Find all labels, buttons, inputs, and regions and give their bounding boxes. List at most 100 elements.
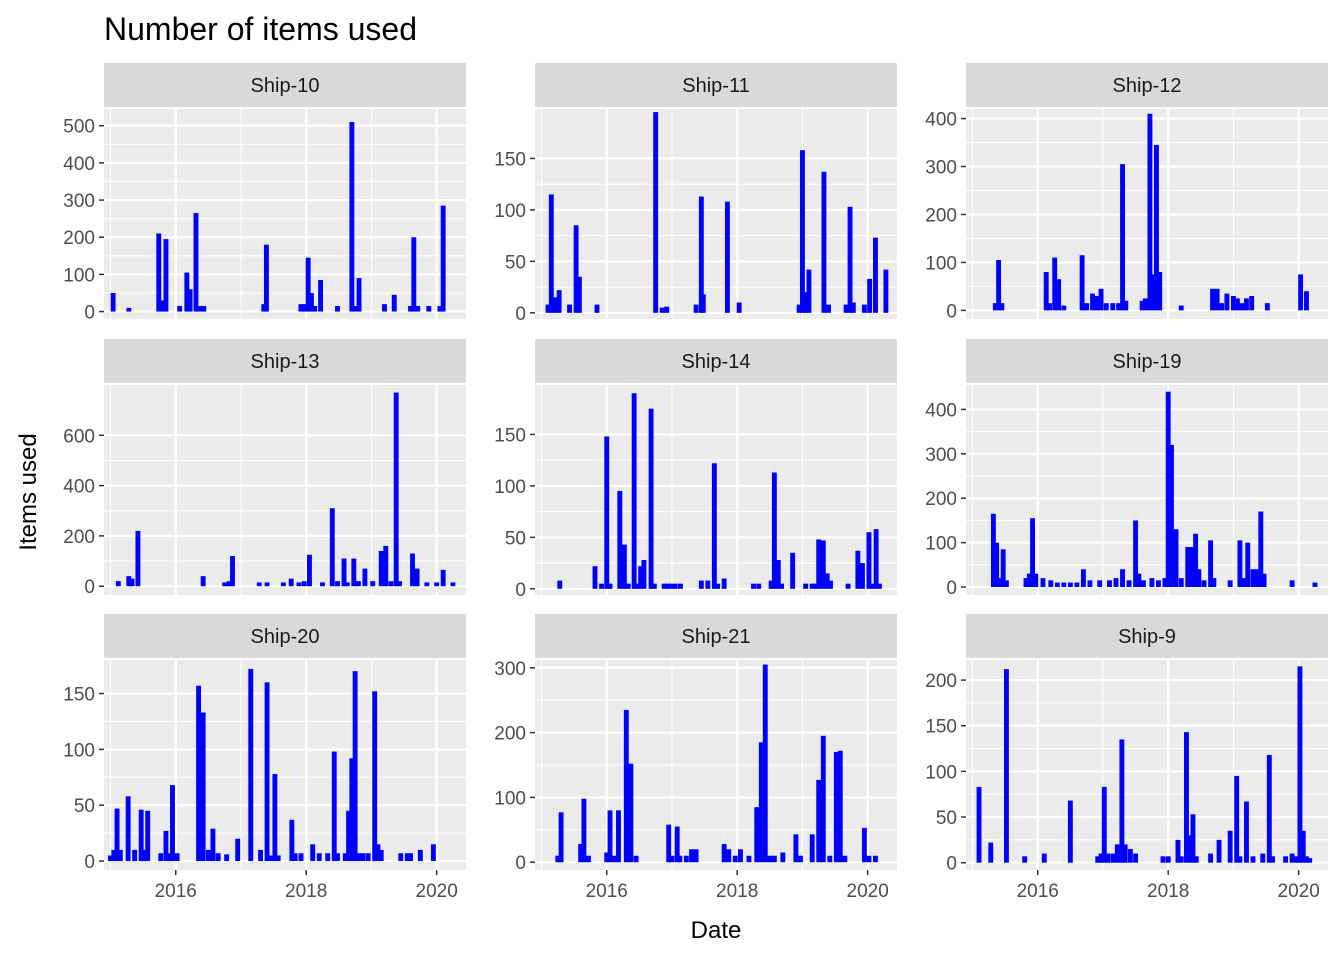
bar — [378, 849, 384, 862]
bar — [129, 578, 135, 587]
strip-ship-9 — [966, 614, 1328, 658]
bar — [424, 582, 430, 587]
bar — [248, 668, 254, 862]
y-tick-label: 400 — [63, 154, 95, 175]
bar — [352, 671, 358, 862]
plot-area — [535, 109, 897, 319]
bar — [855, 550, 861, 589]
bar — [798, 855, 803, 863]
bar — [115, 581, 121, 587]
strip-label: Ship-9 — [1118, 626, 1176, 648]
y-tick-label: 100 — [494, 477, 526, 498]
bar — [1169, 444, 1174, 588]
bar — [1090, 293, 1095, 311]
panel-ship-11: Ship-11 0 50 100 150 — [494, 63, 897, 325]
bar — [683, 855, 689, 863]
y-tick-label: 0 — [946, 301, 957, 322]
bar — [1110, 303, 1116, 311]
bar — [292, 853, 298, 862]
bar — [816, 539, 822, 589]
y-tick-label: 300 — [494, 659, 526, 680]
bar — [404, 853, 410, 862]
bar — [108, 855, 113, 862]
bar — [666, 824, 672, 863]
bar — [867, 278, 873, 313]
bar — [346, 810, 352, 862]
y-tick-label: 600 — [63, 426, 95, 447]
bar — [215, 853, 221, 862]
bar — [1300, 830, 1306, 863]
bar — [641, 560, 647, 589]
bar — [114, 808, 120, 862]
bar — [174, 853, 180, 862]
bar — [873, 855, 878, 863]
bar — [621, 544, 627, 589]
bar — [625, 583, 631, 589]
bar — [1260, 853, 1266, 863]
bar — [809, 583, 815, 589]
bar — [267, 855, 273, 862]
bar — [1230, 295, 1236, 311]
bar — [305, 257, 311, 312]
bar — [726, 849, 732, 863]
bar — [1149, 578, 1155, 588]
y-tick-label: 100 — [925, 534, 957, 555]
bar — [1079, 255, 1085, 311]
bar — [1114, 844, 1120, 863]
bar — [558, 812, 564, 863]
bar — [1067, 582, 1073, 588]
bar — [1022, 856, 1028, 863]
bar — [1061, 305, 1067, 311]
bar — [721, 578, 727, 589]
bar — [1234, 298, 1240, 311]
bar — [677, 855, 683, 863]
bar — [1127, 849, 1133, 863]
y-tick-label: 150 — [494, 149, 526, 170]
bar — [264, 582, 270, 587]
bar — [1119, 739, 1125, 863]
bar — [607, 583, 613, 589]
bar — [222, 582, 228, 587]
bar — [845, 583, 851, 589]
bar — [351, 558, 357, 587]
bar — [1113, 578, 1119, 588]
bar — [312, 305, 318, 312]
x-axis-title: Date — [691, 917, 742, 944]
bar — [1201, 580, 1207, 588]
bar — [1147, 113, 1153, 311]
bar — [578, 844, 584, 863]
bar — [132, 849, 138, 862]
bar — [850, 302, 856, 313]
bar — [1048, 580, 1054, 588]
bar — [335, 581, 340, 587]
bar — [876, 583, 882, 589]
y-tick-label: 300 — [63, 191, 95, 212]
bar — [633, 855, 639, 863]
x-tick-label: 2016 — [155, 881, 197, 902]
bar — [1188, 547, 1194, 588]
bar — [736, 302, 742, 313]
bar — [873, 529, 879, 589]
y-tick-label: 50 — [936, 808, 957, 829]
bar — [1178, 305, 1184, 311]
y-tick-label: 100 — [63, 265, 95, 286]
bar — [796, 304, 802, 313]
bar — [999, 303, 1005, 311]
bar — [873, 237, 878, 313]
bar — [1056, 279, 1062, 311]
bar — [592, 566, 598, 589]
bar — [803, 292, 809, 313]
bar — [145, 810, 151, 862]
bar — [557, 580, 563, 589]
bar — [264, 682, 270, 862]
bar — [664, 306, 670, 313]
bar — [1120, 164, 1125, 311]
bar — [411, 237, 417, 312]
panel-ship-12: Ship-12 0 100 200 300 400 — [925, 63, 1328, 322]
bar — [408, 305, 414, 312]
bar — [1094, 295, 1099, 311]
bar — [634, 583, 640, 589]
bar — [746, 855, 752, 863]
bar — [440, 205, 446, 312]
